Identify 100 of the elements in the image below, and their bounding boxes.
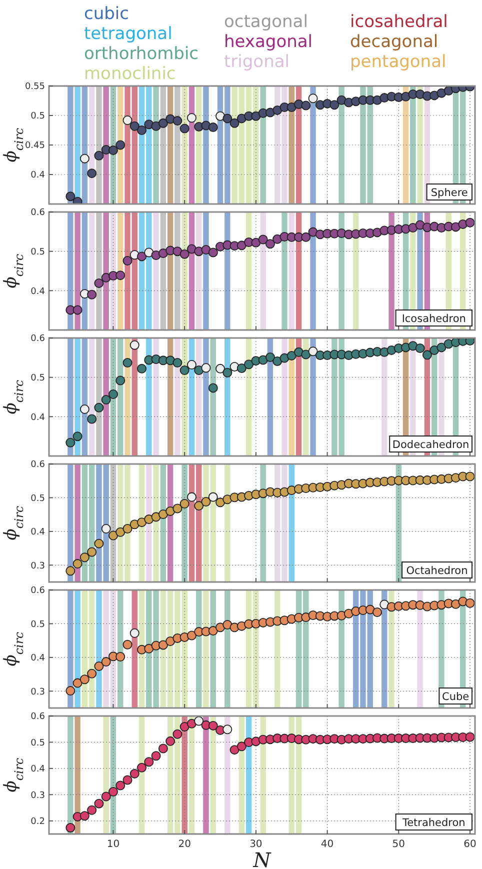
point [172, 246, 182, 256]
point [201, 245, 211, 255]
point [122, 115, 132, 125]
point [122, 640, 132, 650]
point [166, 506, 176, 516]
point [130, 768, 140, 778]
point [137, 252, 147, 262]
annotation: Tetrahedron [401, 817, 466, 829]
point [194, 366, 204, 376]
point [94, 538, 104, 548]
point [80, 154, 90, 164]
x-tick-label: 40 [320, 839, 334, 850]
point [308, 346, 318, 356]
point [87, 168, 97, 178]
point [208, 248, 218, 258]
y-tick-label: 0.4 [30, 170, 46, 181]
point [94, 278, 104, 288]
point [265, 352, 275, 362]
point [216, 364, 226, 374]
point [244, 360, 254, 370]
point [272, 356, 282, 366]
point [208, 383, 218, 393]
point [180, 124, 190, 134]
y-tick-label: 0.5 [30, 373, 45, 384]
text: monoclinic [84, 64, 176, 84]
point [465, 218, 475, 228]
point [66, 438, 76, 448]
point [72, 678, 82, 688]
point [230, 745, 240, 755]
point [151, 121, 161, 131]
point [72, 432, 82, 442]
text: octagonal [224, 12, 308, 32]
y-tick-label: 0.4 [30, 286, 46, 297]
y-tick-label: 0.4 [30, 528, 46, 538]
point [415, 343, 425, 353]
point [166, 636, 176, 646]
annotation: Icosahedron [402, 313, 466, 325]
x-tick-label: 30 [250, 839, 262, 850]
point [66, 566, 76, 576]
point [465, 338, 475, 346]
y-tick-label: 0.3 [30, 687, 45, 698]
y-tick-label: 0.5 [30, 247, 45, 258]
point [80, 674, 90, 684]
point [108, 146, 118, 156]
point [101, 657, 111, 667]
y-tick-label: 0.4 [30, 412, 46, 423]
point [186, 630, 196, 640]
point [222, 620, 232, 630]
point [465, 472, 475, 482]
point [72, 196, 82, 204]
point [180, 499, 190, 509]
point [108, 787, 118, 797]
point [80, 811, 90, 821]
y-tick-label: 0.5 [30, 494, 45, 504]
text: hexagonal [224, 32, 313, 52]
point [465, 732, 475, 742]
point [144, 644, 154, 654]
point [101, 395, 111, 405]
point [286, 102, 296, 112]
point [216, 498, 226, 508]
point [116, 140, 126, 150]
annotation: Dodecahedron [392, 439, 470, 451]
point [222, 368, 232, 378]
point [151, 751, 161, 761]
y-tick-label: 0.6 [30, 712, 46, 722]
point [87, 547, 97, 557]
point [194, 716, 204, 726]
point [172, 504, 182, 514]
point [80, 404, 90, 414]
point [301, 350, 311, 360]
point [94, 150, 104, 160]
point [158, 509, 168, 519]
point [301, 232, 311, 242]
text: icosahedral [350, 12, 448, 32]
point [186, 492, 196, 502]
point [172, 116, 182, 126]
point [72, 305, 82, 315]
point [137, 762, 147, 772]
point [116, 376, 126, 386]
point [80, 552, 90, 562]
point [72, 559, 82, 569]
point [108, 530, 118, 540]
point [116, 527, 126, 537]
point [87, 290, 97, 300]
point [101, 792, 111, 802]
point [101, 524, 111, 534]
y-tick-label: 0.4 [30, 764, 46, 775]
point [251, 238, 261, 248]
point [180, 722, 190, 732]
point [372, 608, 382, 617]
x-tick-label: 50 [392, 839, 406, 850]
point [66, 822, 76, 832]
y-tick-label: 0.6 [30, 208, 46, 218]
point [194, 501, 204, 511]
point [308, 94, 318, 104]
y-tick-label: 0.5 [30, 620, 45, 630]
point [301, 100, 311, 110]
point [137, 364, 147, 374]
point [66, 686, 76, 696]
y-tick-label: 0.3 [30, 561, 45, 572]
